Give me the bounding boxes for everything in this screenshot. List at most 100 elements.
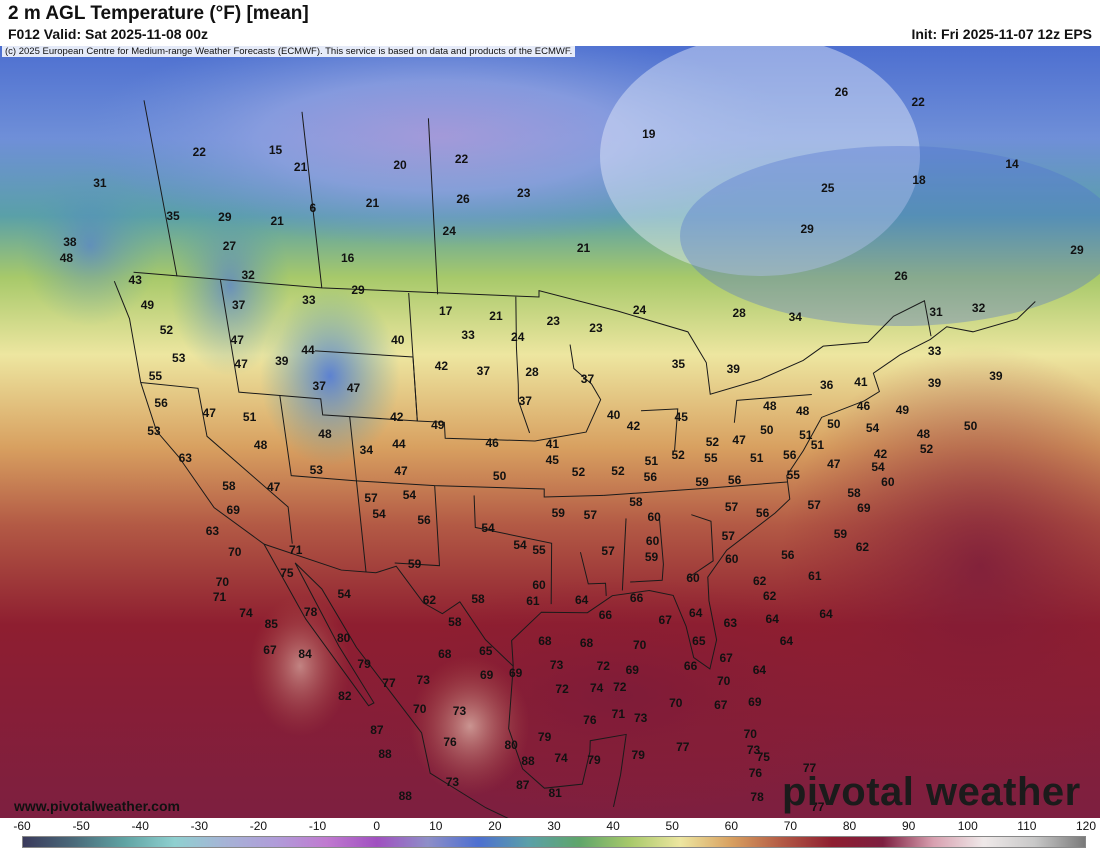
- temp-label: 68: [538, 633, 552, 648]
- temp-label: 47: [827, 456, 841, 471]
- temp-label: 62: [855, 539, 870, 554]
- temp-label: 49: [895, 402, 910, 417]
- temp-label: 44: [392, 436, 406, 451]
- temp-label: 42: [873, 447, 888, 462]
- temp-label: 37: [476, 364, 491, 379]
- temp-label: 35: [166, 209, 180, 224]
- temp-label: 51: [810, 437, 825, 452]
- temp-label: 47: [732, 432, 746, 447]
- temp-label: 67: [714, 697, 728, 712]
- temp-label: 33: [461, 328, 475, 343]
- legend-tick: 10: [429, 819, 443, 833]
- temp-label: 81: [548, 785, 562, 800]
- cold-core-canada: [80, 46, 800, 246]
- temp-label: 66: [683, 658, 698, 673]
- temp-label: 72: [555, 681, 569, 696]
- temp-label: 71: [611, 707, 626, 722]
- temp-label: 14: [1005, 156, 1019, 171]
- legend-tick: 50: [665, 819, 679, 833]
- copyright-notice: (c) 2025 European Centre for Medium-rang…: [2, 46, 576, 57]
- temp-label: 65: [479, 643, 493, 658]
- temp-label: 70: [743, 727, 757, 742]
- temp-label: 51: [242, 409, 257, 424]
- temp-label: 45: [545, 453, 559, 468]
- temp-label: 78: [303, 604, 318, 619]
- temp-label: 52: [611, 463, 625, 478]
- temp-label: 41: [854, 375, 868, 390]
- temp-label: 70: [716, 673, 731, 688]
- temp-label: 37: [518, 393, 532, 408]
- temp-label: 16: [340, 250, 355, 265]
- temp-label: 42: [390, 409, 404, 424]
- temp-label: 78: [750, 789, 764, 804]
- temp-label: 65: [692, 634, 706, 649]
- temp-label: 70: [669, 696, 683, 711]
- temp-label: 76: [583, 712, 597, 727]
- temp-label: 52: [705, 434, 720, 449]
- temp-label: 69: [508, 665, 523, 680]
- temp-label: 77: [676, 740, 690, 755]
- temp-label: 39: [989, 368, 1003, 383]
- temp-label: 32: [241, 267, 255, 282]
- temp-label: 68: [579, 636, 594, 651]
- rockies-cold: [260, 286, 400, 466]
- temp-label: 73: [416, 673, 430, 688]
- temp-label: 60: [725, 552, 739, 567]
- louisiana-mississippi-border: [579, 552, 607, 596]
- temp-label: 35: [671, 357, 686, 372]
- temp-label: 57: [724, 500, 739, 515]
- temp-label: 79: [537, 729, 552, 744]
- temp-label: 56: [755, 505, 770, 520]
- temp-label: 28: [732, 305, 746, 320]
- temp-label: 58: [471, 592, 485, 607]
- temp-label: 40: [391, 333, 405, 348]
- temp-label: 87: [516, 777, 530, 792]
- us-mexico-border: [263, 543, 514, 667]
- temp-label: 70: [228, 545, 242, 560]
- temperature-map[interactable]: (c) 2025 European Centre for Medium-rang…: [0, 46, 1100, 818]
- temp-label: 75: [280, 566, 294, 581]
- temp-label: 23: [546, 313, 560, 328]
- temp-label: 54: [865, 421, 880, 436]
- temp-label: 64: [575, 593, 589, 608]
- temp-label: 59: [551, 505, 565, 520]
- plains-borders: [408, 292, 602, 442]
- temp-label: 48: [318, 427, 332, 442]
- temp-label: 37: [580, 372, 595, 387]
- temp-label: 69: [857, 500, 871, 515]
- temp-label: 50: [827, 417, 841, 432]
- temp-label: 66: [598, 608, 613, 623]
- temp-label: 79: [587, 752, 601, 767]
- arizona-new-mexico-border: [349, 416, 367, 573]
- temp-label: 47: [346, 381, 361, 396]
- temp-label: 54: [372, 507, 386, 522]
- temp-label: 18: [912, 173, 926, 188]
- temp-label: 63: [178, 450, 192, 465]
- temp-label: 57: [583, 508, 598, 523]
- temp-label: 48: [763, 398, 777, 413]
- temp-label: 79: [357, 656, 371, 671]
- temp-label: 47: [266, 479, 281, 494]
- temp-label: 46: [856, 398, 871, 413]
- temp-label: 24: [442, 223, 456, 238]
- temp-label: 48: [253, 437, 268, 452]
- temp-label: 60: [881, 474, 895, 489]
- temp-label: 52: [571, 465, 586, 480]
- temp-label: 55: [704, 450, 718, 465]
- temp-label: 36: [820, 378, 834, 393]
- temp-label: 73: [746, 742, 761, 757]
- temp-label: 26: [894, 269, 908, 284]
- mexico-gulf-coastline: [508, 666, 627, 807]
- temp-label: 71: [289, 543, 303, 558]
- temp-label: 59: [644, 549, 659, 564]
- tn-nc-virginia-border: [603, 481, 788, 496]
- temp-label: 57: [721, 528, 735, 543]
- temp-label: 49: [140, 297, 155, 312]
- temp-label: 59: [833, 526, 848, 541]
- temp-label: 69: [748, 695, 762, 710]
- temp-label: 56: [781, 547, 795, 562]
- legend-tick: -20: [249, 819, 268, 833]
- temp-label: 19: [642, 127, 656, 142]
- hudson-bay-pale: [600, 46, 920, 276]
- temp-label: 62: [422, 593, 437, 608]
